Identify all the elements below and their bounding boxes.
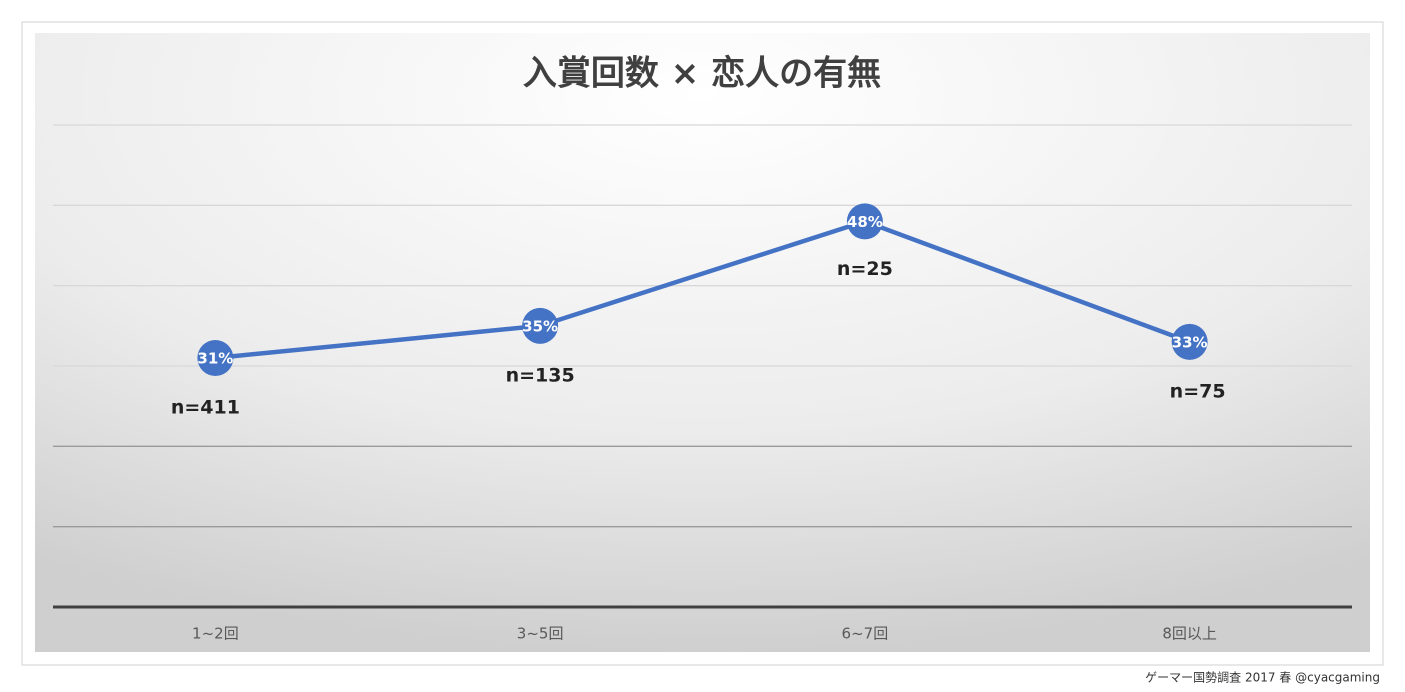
- data-label: 35%: [522, 317, 558, 335]
- line: [215, 219, 1191, 361]
- sample-size: n=75: [1170, 380, 1226, 402]
- marker: [846, 203, 883, 240]
- x-tick-label: 3~5回: [517, 625, 564, 643]
- marker: [1171, 323, 1208, 360]
- data-label: 31%: [197, 349, 233, 367]
- x-tick-label: 8回以上: [1162, 625, 1217, 643]
- plot-panel: [35, 33, 1370, 652]
- data-label: 48%: [847, 213, 883, 231]
- data-label: 33%: [1172, 333, 1208, 351]
- marker: [197, 339, 234, 376]
- credit: ゲーマー国勢調査 2017 春 @cyacgaming: [1145, 670, 1380, 685]
- marker: [522, 307, 559, 344]
- x-tick-label: 1~2回: [192, 625, 239, 643]
- sample-size: n=411: [171, 396, 240, 418]
- sample-size: n=135: [506, 364, 575, 386]
- chart-title: 入賞回数 × 恋人の有無: [523, 54, 881, 94]
- sample-size: n=25: [837, 258, 893, 280]
- x-tick-label: 6~7回: [842, 625, 889, 643]
